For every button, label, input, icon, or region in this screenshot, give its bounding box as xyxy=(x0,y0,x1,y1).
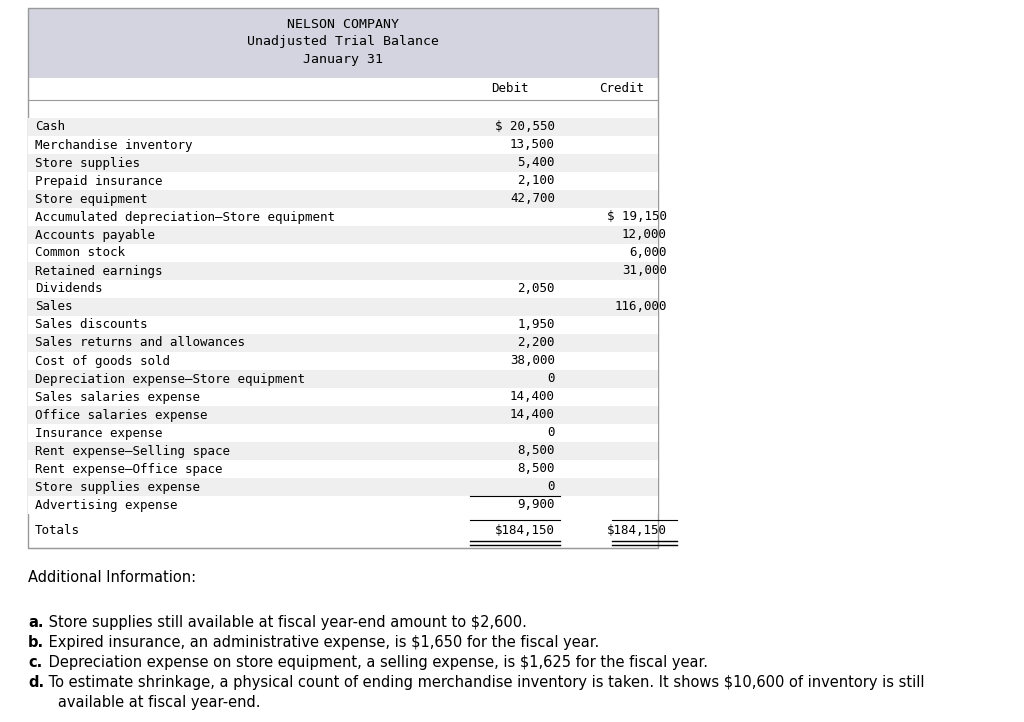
Text: Prepaid insurance: Prepaid insurance xyxy=(35,175,163,188)
Text: January 31: January 31 xyxy=(303,53,383,66)
Bar xyxy=(28,154,658,172)
Text: c.: c. xyxy=(28,655,42,670)
Text: Store equipment: Store equipment xyxy=(35,193,147,206)
Text: Expired insurance, an administrative expense, is $1,650 for the fiscal year.: Expired insurance, an administrative exp… xyxy=(44,635,599,650)
Text: a.: a. xyxy=(28,615,43,630)
Bar xyxy=(28,118,658,136)
Bar xyxy=(28,208,658,226)
Text: $ 19,150: $ 19,150 xyxy=(607,211,667,224)
Bar xyxy=(28,334,658,352)
Text: Retained earnings: Retained earnings xyxy=(35,264,163,277)
Bar xyxy=(28,460,658,478)
Text: 2,200: 2,200 xyxy=(517,336,555,349)
Text: b.: b. xyxy=(28,635,44,650)
Bar xyxy=(28,172,658,190)
Text: 6,000: 6,000 xyxy=(630,246,667,259)
Text: 12,000: 12,000 xyxy=(622,228,667,241)
Text: 5,400: 5,400 xyxy=(517,157,555,170)
Bar xyxy=(28,370,658,388)
Bar xyxy=(28,298,658,316)
Text: Insurance expense: Insurance expense xyxy=(35,427,163,440)
Bar xyxy=(28,244,658,262)
Bar xyxy=(28,226,658,244)
Bar xyxy=(28,442,658,460)
Text: Store supplies: Store supplies xyxy=(35,157,140,170)
Text: NELSON COMPANY: NELSON COMPANY xyxy=(287,17,399,30)
Text: Unadjusted Trial Balance: Unadjusted Trial Balance xyxy=(247,35,439,48)
Bar xyxy=(28,406,658,424)
Bar xyxy=(28,8,658,548)
Text: $184,150: $184,150 xyxy=(607,524,667,537)
Text: Cost of goods sold: Cost of goods sold xyxy=(35,355,170,367)
Text: Accounts payable: Accounts payable xyxy=(35,228,155,241)
Bar xyxy=(28,136,658,154)
Text: $184,150: $184,150 xyxy=(495,524,555,537)
Text: Rent expense–Selling space: Rent expense–Selling space xyxy=(35,445,230,458)
Text: Sales: Sales xyxy=(35,300,73,313)
Text: 0: 0 xyxy=(548,373,555,386)
Text: Cash: Cash xyxy=(35,121,65,134)
Text: 116,000: 116,000 xyxy=(614,300,667,313)
Text: Sales salaries expense: Sales salaries expense xyxy=(35,391,200,404)
Text: To estimate shrinkage, a physical count of ending merchandise inventory is taken: To estimate shrinkage, a physical count … xyxy=(44,675,925,690)
Text: Depreciation expense–Store equipment: Depreciation expense–Store equipment xyxy=(35,373,305,386)
Text: 13,500: 13,500 xyxy=(510,139,555,152)
Bar xyxy=(28,280,658,298)
Bar xyxy=(28,352,658,370)
Text: 14,400: 14,400 xyxy=(510,391,555,404)
Bar xyxy=(28,478,658,496)
Text: Credit: Credit xyxy=(599,82,644,95)
Text: Sales returns and allowances: Sales returns and allowances xyxy=(35,336,245,349)
Bar xyxy=(28,388,658,406)
Text: 8,500: 8,500 xyxy=(517,463,555,476)
Bar xyxy=(28,496,658,514)
Text: Rent expense–Office space: Rent expense–Office space xyxy=(35,463,222,476)
Text: Accumulated depreciation–Store equipment: Accumulated depreciation–Store equipment xyxy=(35,211,335,224)
Text: 14,400: 14,400 xyxy=(510,409,555,422)
Text: Office salaries expense: Office salaries expense xyxy=(35,409,208,422)
Text: Store supplies still available at fiscal year-end amount to $2,600.: Store supplies still available at fiscal… xyxy=(44,615,527,630)
Text: Debit: Debit xyxy=(492,82,528,95)
Text: Dividends: Dividends xyxy=(35,282,102,295)
Text: 42,700: 42,700 xyxy=(510,193,555,206)
Bar xyxy=(28,8,658,78)
Text: Advertising expense: Advertising expense xyxy=(35,498,177,511)
Text: 0: 0 xyxy=(548,481,555,494)
Text: d.: d. xyxy=(28,675,44,690)
Bar xyxy=(28,316,658,334)
Bar xyxy=(28,262,658,280)
Bar xyxy=(28,78,658,548)
Text: available at fiscal year-end.: available at fiscal year-end. xyxy=(44,695,260,710)
Text: 0: 0 xyxy=(548,427,555,440)
Text: Common stock: Common stock xyxy=(35,246,125,259)
Text: 9,900: 9,900 xyxy=(517,498,555,511)
Text: Store supplies expense: Store supplies expense xyxy=(35,481,200,494)
Bar xyxy=(28,424,658,442)
Text: Totals: Totals xyxy=(35,524,80,537)
Text: 38,000: 38,000 xyxy=(510,355,555,367)
Text: 2,100: 2,100 xyxy=(517,175,555,188)
Text: Merchandise inventory: Merchandise inventory xyxy=(35,139,193,152)
Text: Additional Information:: Additional Information: xyxy=(28,570,197,585)
Bar xyxy=(28,190,658,208)
Text: Depreciation expense on store equipment, a selling expense, is $1,625 for the fi: Depreciation expense on store equipment,… xyxy=(44,655,708,670)
Text: $ 20,550: $ 20,550 xyxy=(495,121,555,134)
Text: 8,500: 8,500 xyxy=(517,445,555,458)
Text: 2,050: 2,050 xyxy=(517,282,555,295)
Text: 1,950: 1,950 xyxy=(517,318,555,331)
Text: 31,000: 31,000 xyxy=(622,264,667,277)
Text: Sales discounts: Sales discounts xyxy=(35,318,147,331)
